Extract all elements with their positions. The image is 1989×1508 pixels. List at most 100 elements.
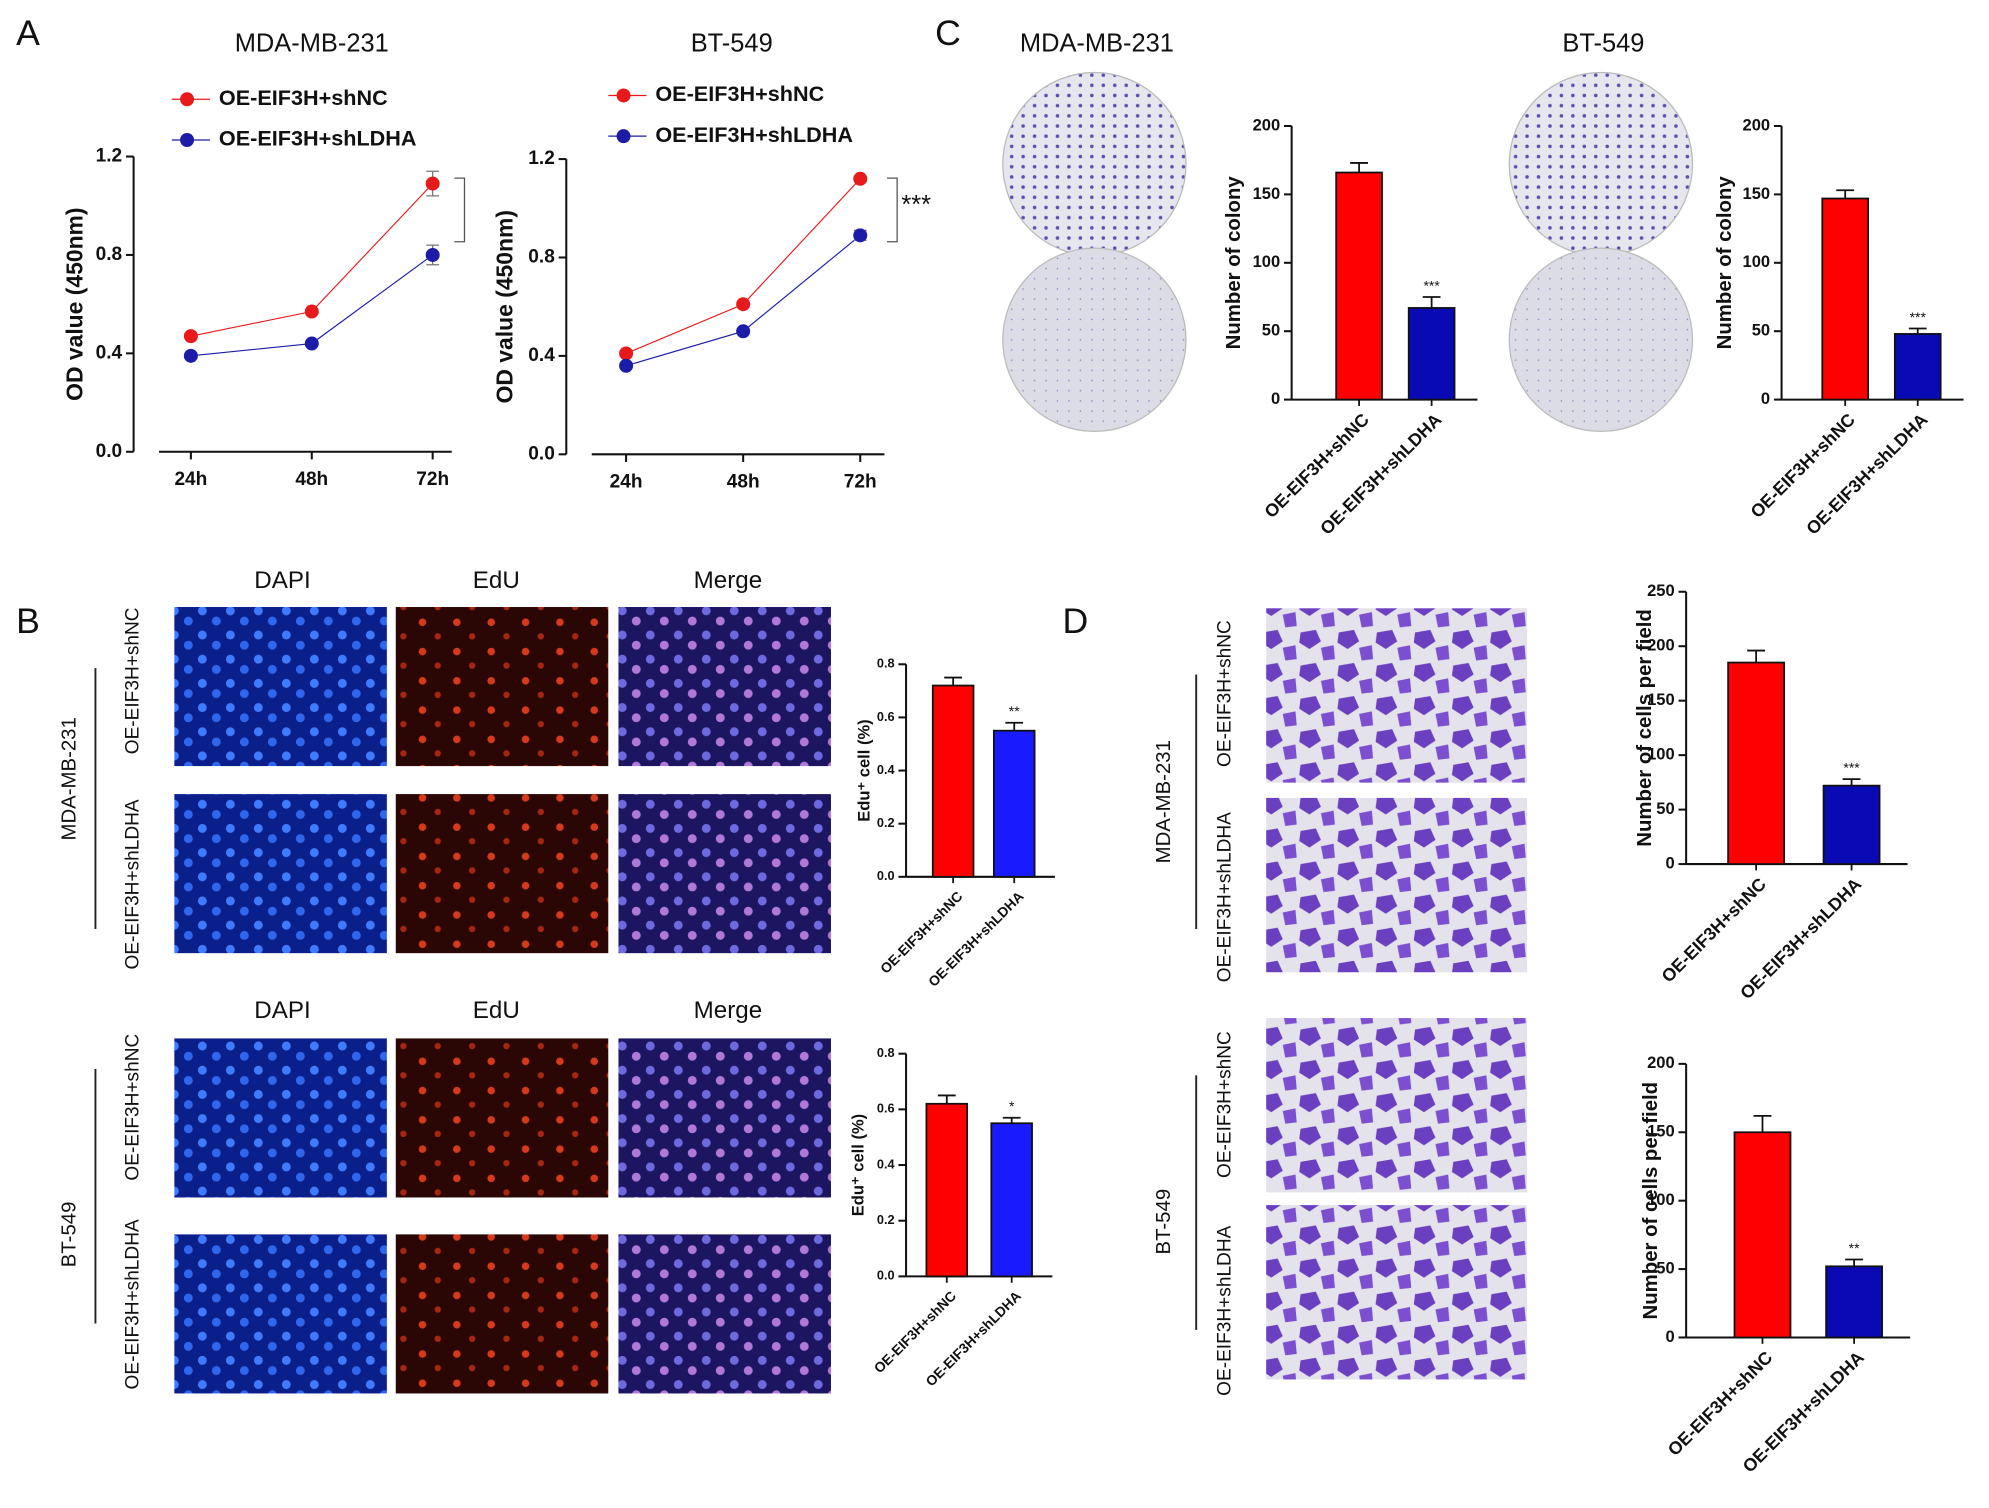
micrograph <box>395 1234 609 1394</box>
cell-line-label: BT-549 <box>58 1202 80 1268</box>
row-label: OE-EIF3H+shNC <box>123 607 144 754</box>
cell-line-label: MDA-MB-231 <box>58 717 80 840</box>
micrograph <box>174 1038 387 1198</box>
legend-marker <box>616 129 631 144</box>
y-tick-label: 0 <box>1271 389 1280 408</box>
y-tick-label: 0.8 <box>877 656 895 671</box>
stain-header: DAPI <box>254 997 310 1024</box>
panel-label: A <box>16 13 40 53</box>
micrograph <box>618 1234 831 1394</box>
error-bar <box>1845 1258 1864 1267</box>
x-tick-label: 48h <box>295 469 328 490</box>
y-tick-label: 50 <box>1656 1258 1674 1277</box>
error-bar <box>1350 162 1368 173</box>
transwell-image <box>1266 608 1528 783</box>
marker <box>183 348 198 363</box>
colony-plate <box>1002 71 1187 257</box>
y-tick-label: 200 <box>1253 115 1281 134</box>
y-tick-label: 0 <box>1761 389 1770 408</box>
y-tick-label: 0.6 <box>877 709 895 724</box>
marker <box>736 297 751 312</box>
y-axis-label: Edu⁺ cell (%) <box>855 719 874 821</box>
bar <box>992 729 1036 878</box>
y-tick-label: 200 <box>1647 636 1675 655</box>
y-axis-label: Number of cells per field <box>1634 609 1656 847</box>
legend-label: OE-EIF3H+shNC <box>219 85 388 110</box>
y-tick-label: 200 <box>1647 1053 1675 1072</box>
y-axis-label: Edu⁺ cell (%) <box>848 1114 867 1216</box>
stain-header: Merge <box>694 997 762 1024</box>
marker <box>304 336 319 351</box>
row-label: OE-EIF3H+shLDHA <box>123 1219 144 1389</box>
stain-header: EdU <box>473 997 520 1024</box>
error-bar <box>1836 189 1855 199</box>
y-tick-label: 100 <box>1743 252 1771 271</box>
row-label: OE-EIF3H+shNC <box>123 1034 144 1181</box>
significance: ** <box>1009 703 1020 719</box>
colony-plate <box>1508 247 1694 433</box>
x-tick-label: 24h <box>174 469 207 490</box>
error-bar <box>1005 721 1024 731</box>
y-tick-label: 0.0 <box>877 868 895 883</box>
y-tick-label: 0.0 <box>96 441 123 462</box>
micrograph <box>174 607 387 767</box>
y-tick-label: 0.6 <box>877 1101 895 1116</box>
panel-label: D <box>1062 601 1088 641</box>
colony-title: MDA-MB-231 <box>1020 29 1174 57</box>
y-tick-label: 150 <box>1647 690 1675 709</box>
colony-plate <box>1508 71 1694 257</box>
significance: *** <box>1843 760 1860 776</box>
bracket <box>454 177 466 243</box>
x-tick-label: 24h <box>610 471 643 492</box>
y-tick-label: 0.0 <box>877 1268 895 1283</box>
legend-marker <box>616 88 631 103</box>
row-label: OE-EIF3H+shLDHA <box>1215 1225 1236 1395</box>
marker <box>425 247 440 262</box>
micrograph <box>618 1038 831 1198</box>
y-tick-label: 0 <box>1665 1327 1674 1346</box>
significance: *** <box>1910 309 1927 325</box>
y-tick-label: 150 <box>1253 184 1281 203</box>
y-tick-label: 200 <box>1743 115 1771 134</box>
error-bar <box>1842 778 1861 786</box>
y-axis-label: Number of colony <box>1223 176 1245 350</box>
bar <box>931 684 975 878</box>
y-tick-label: 0.4 <box>877 1156 895 1171</box>
marker <box>736 324 751 339</box>
significance: *** <box>901 191 931 219</box>
transwell-image <box>1266 1205 1528 1380</box>
stain-header: DAPI <box>254 567 310 594</box>
marker <box>304 304 319 319</box>
significance: ** <box>1849 1240 1860 1256</box>
y-axis-label: Number of cells per field <box>1640 1082 1662 1320</box>
row-label: OE-EIF3H+shNC <box>1215 620 1236 767</box>
error-bar <box>1747 649 1766 663</box>
micrograph <box>395 794 609 954</box>
y-tick-label: 100 <box>1647 745 1675 764</box>
y-tick-label: 50 <box>1752 321 1770 340</box>
marker <box>425 176 440 191</box>
y-tick-label: 1.2 <box>528 148 555 169</box>
micrograph <box>174 794 387 954</box>
bracket <box>886 177 898 243</box>
x-tick-label: 48h <box>727 471 760 492</box>
y-tick-label: 0.4 <box>877 762 895 777</box>
bar <box>1727 661 1786 865</box>
y-tick-label: 0.2 <box>877 1212 895 1227</box>
bar <box>1407 307 1456 401</box>
micrograph <box>174 1234 387 1394</box>
row-label: OE-EIF3H+shLDHA <box>1215 812 1236 982</box>
cell-line-label: BT-549 <box>1153 1189 1175 1255</box>
error-bar <box>937 1094 956 1104</box>
bar <box>990 1122 1033 1278</box>
micrograph <box>395 607 609 767</box>
panel-label: B <box>16 601 40 641</box>
y-tick-label: 0.4 <box>96 342 123 363</box>
marker <box>183 329 198 344</box>
bar <box>1335 171 1383 401</box>
x-tick-label: OE-EIF3H+shLDHA <box>1802 409 1931 538</box>
bar <box>925 1102 969 1278</box>
micrograph <box>618 794 831 954</box>
